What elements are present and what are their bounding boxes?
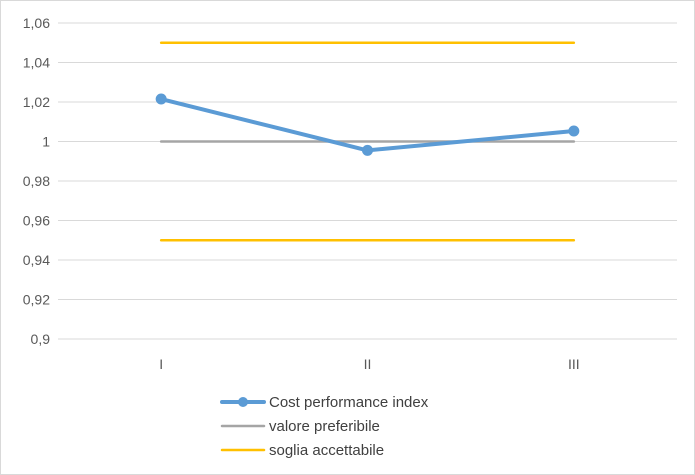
y-tick-label: 0,9 [31,331,51,347]
legend-label: Cost performance index [269,394,429,411]
y-tick-label: 0,98 [23,173,50,189]
y-tick-label: 0,96 [23,213,50,229]
y-tick-label: 1,06 [23,15,50,31]
y-tick-label: 0,92 [23,292,50,308]
x-axis: I II III [159,356,579,372]
x-tick-label: II [364,356,372,372]
y-tick-label: 1,04 [23,55,50,71]
data-point [155,93,167,105]
data-point [568,125,580,137]
x-tick-label: I [159,356,163,372]
legend: Cost performance index valore preferibile… [220,394,429,459]
series-layer [155,41,580,242]
gridlines [58,22,677,340]
legend-label: soglia accettabile [269,442,384,459]
data-point [362,144,373,156]
y-tick-label: 1,02 [23,94,50,110]
legend-label: valore preferibile [269,418,380,435]
y-axis: 0,9 0,92 0,94 0,96 0,98 1 1,02 1,04 1,06 [23,15,50,347]
legend-marker [238,397,248,407]
y-tick-label: 1 [42,134,50,150]
y-tick-label: 0,94 [23,252,50,268]
x-tick-label: III [568,356,580,372]
